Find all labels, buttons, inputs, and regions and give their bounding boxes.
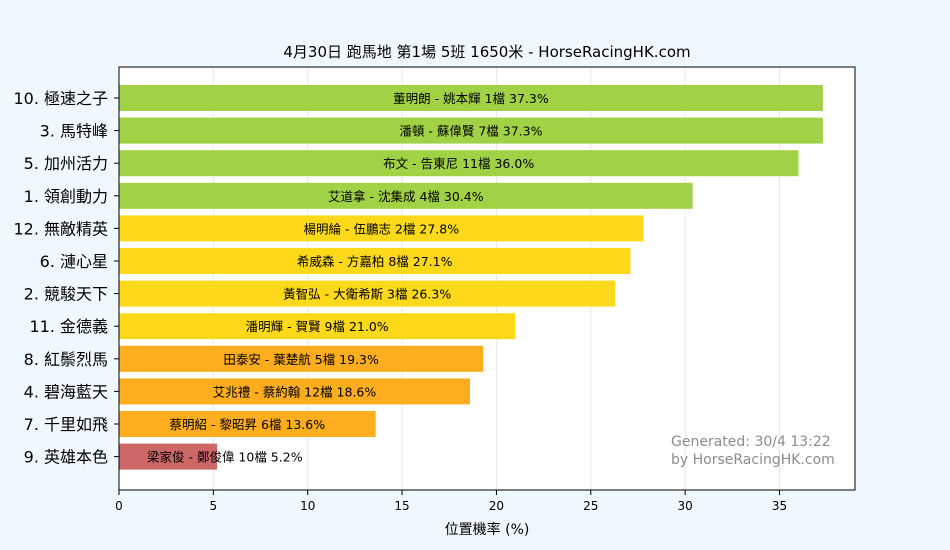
plot-frame xyxy=(118,66,856,491)
bar-label: 潘明輝 - 賀賢 9檔 21.0% xyxy=(246,319,389,334)
chart-title: 4月30日 跑馬地 第1場 5班 1650米 - HorseRacingHK.c… xyxy=(283,43,690,61)
bar xyxy=(119,150,799,177)
bar xyxy=(119,280,616,307)
x-tick-label: 0 xyxy=(115,499,123,513)
bar xyxy=(119,182,693,209)
category-label: 1. 領創動力 xyxy=(24,187,108,206)
bar xyxy=(119,248,631,274)
category-label: 8. 紅鬃烈馬 xyxy=(24,350,108,369)
bar-label: 蔡明紹 - 黎昭昇 6檔 13.6% xyxy=(170,417,326,432)
x-tick-label: 15 xyxy=(394,499,409,513)
category-label: 6. 漣心星 xyxy=(40,252,108,271)
x-tick-label: 20 xyxy=(489,499,504,513)
bar-label: 艾道拿 - 沈集成 4檔 30.4% xyxy=(328,189,484,204)
category-labels: 10. 極速之子 3. 馬特峰 5. 加州活力 1. 領創動力 12. 無敵精英 6. 漣… xyxy=(13,89,119,467)
x-tick-label: 10 xyxy=(300,499,315,513)
category-label: 5. 加州活力 xyxy=(24,154,108,173)
watermark-generated: Generated: 30/4 13:22 xyxy=(671,434,831,450)
bar xyxy=(119,411,376,437)
bar-label: 希威森 - 方嘉柏 8檔 27.1% xyxy=(297,254,453,269)
category-label: 11. 金德義 xyxy=(29,317,108,336)
bar xyxy=(119,443,218,470)
category-label: 7. 千里如飛 xyxy=(24,415,108,434)
bar-label: 艾兆禮 - 蔡約翰 12檔 18.6% xyxy=(213,384,377,399)
bar-label: 田泰安 - 葉楚航 5檔 19.3% xyxy=(223,352,379,367)
bar xyxy=(119,85,823,111)
bar xyxy=(119,345,484,372)
bar xyxy=(119,117,823,144)
bar-label: 楊明綸 - 伍鵬志 2檔 27.8% xyxy=(304,221,460,236)
bar-label: 董明朗 - 姚本輝 1檔 37.3% xyxy=(393,91,549,106)
bar-label: 梁家俊 - 鄭俊偉 10檔 5.2% xyxy=(147,450,303,465)
category-label: 9. 英雄本色 xyxy=(24,448,108,467)
category-label: 10. 極速之子 xyxy=(13,89,108,108)
x-tick-label: 35 xyxy=(772,499,787,513)
category-label: 12. 無敵精英 xyxy=(13,219,108,238)
bars xyxy=(119,85,823,470)
category-label: 4. 碧海藍天 xyxy=(24,382,108,401)
bar-label: 潘頓 - 蘇偉賢 7檔 37.3% xyxy=(399,124,542,139)
bar xyxy=(119,378,471,405)
x-ticks: 0 5 10 15 20 25 30 35 xyxy=(115,490,787,513)
bar-labels: 董明朗 - 姚本輝 1檔 37.3% 潘頓 - 蘇偉賢 7檔 37.3% 布文 - … xyxy=(147,91,549,465)
bar-label: 布文 - 告東尼 11檔 36.0% xyxy=(383,156,534,171)
bar xyxy=(119,313,516,340)
watermark-site: by HorseRacingHK.com xyxy=(671,452,835,468)
x-tick-label: 30 xyxy=(678,499,693,513)
x-tick-label: 25 xyxy=(583,499,598,513)
bar xyxy=(119,215,644,242)
x-tick-label: 5 xyxy=(210,499,218,513)
x-axis-label: 位置機率 (%) xyxy=(445,521,530,538)
bar-label: 黃智弘 - 大衛希斯 3檔 26.3% xyxy=(283,287,451,302)
category-label: 3. 馬特峰 xyxy=(40,122,108,141)
category-label: 2. 競駿天下 xyxy=(24,285,108,304)
